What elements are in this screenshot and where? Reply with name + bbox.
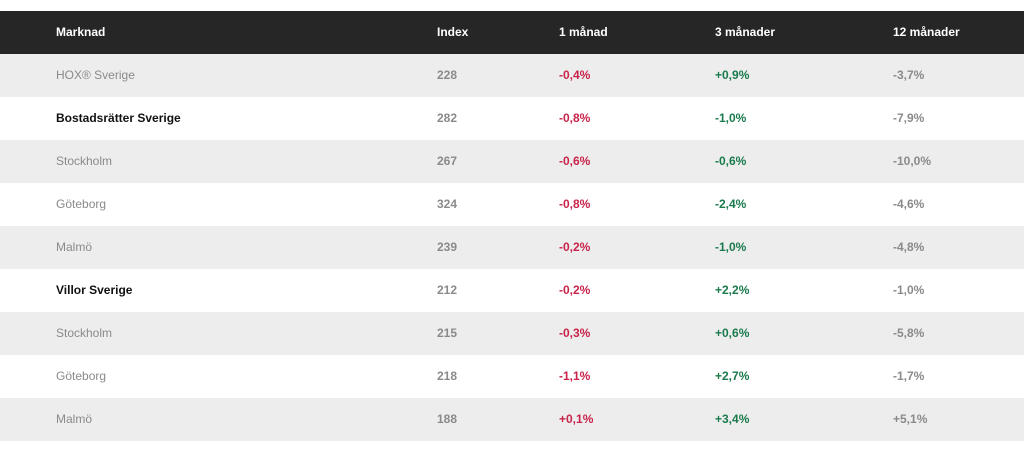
change-12-months: -7,9% [893, 111, 925, 125]
table-row: Villor Sverige 212 -0,2% +2,2% -1,0% [0, 269, 1024, 312]
table-header-row: Marknad Index 1 månad 3 månader 12 månad… [0, 11, 1024, 54]
index-value: 324 [437, 197, 458, 211]
index-value: 215 [437, 326, 458, 340]
table-row: Stockholm 215 -0,3% +0,6% -5,8% [0, 312, 1024, 355]
column-header-1-month: 1 månad [559, 25, 608, 39]
change-3-months: -2,4% [715, 197, 747, 211]
change-12-months: -3,7% [893, 68, 925, 82]
table-row: Malmö 239 -0,2% -1,0% -4,8% [0, 226, 1024, 269]
index-value: 228 [437, 68, 458, 82]
market-name: Villor Sverige [56, 283, 133, 297]
change-12-months: +5,1% [893, 412, 928, 426]
index-value: 212 [437, 283, 458, 297]
table-row: Göteborg 324 -0,8% -2,4% -4,6% [0, 183, 1024, 226]
change-3-months: +2,2% [715, 283, 750, 297]
table-row: HOX® Sverige 228 -0,4% +0,9% -3,7% [0, 54, 1024, 97]
change-1-month: -0,8% [559, 111, 591, 125]
change-3-months: -1,0% [715, 240, 747, 254]
change-3-months: +2,7% [715, 369, 750, 383]
index-value: 267 [437, 154, 458, 168]
change-3-months: -0,6% [715, 154, 747, 168]
column-header-12-months: 12 månader [893, 25, 960, 39]
change-12-months: -5,8% [893, 326, 925, 340]
market-name: Göteborg [56, 197, 107, 211]
market-name: Stockholm [56, 326, 113, 340]
column-header-market: Marknad [56, 25, 106, 39]
column-header-3-months: 3 månader [715, 25, 776, 39]
change-1-month: +0,1% [559, 412, 594, 426]
index-value: 282 [437, 111, 458, 125]
column-header-index: Index [437, 25, 469, 39]
market-name: Malmö [56, 412, 93, 426]
table-row: Göteborg 218 -1,1% +2,7% -1,7% [0, 355, 1024, 398]
change-3-months: +0,9% [715, 68, 750, 82]
index-value: 218 [437, 369, 458, 383]
market-name: HOX® Sverige [56, 68, 135, 82]
table-row: Stockholm 267 -0,6% -0,6% -10,0% [0, 140, 1024, 183]
change-1-month: -0,8% [559, 197, 591, 211]
change-1-month: -0,2% [559, 283, 591, 297]
change-12-months: -1,7% [893, 369, 925, 383]
change-1-month: -0,3% [559, 326, 591, 340]
change-3-months: -1,0% [715, 111, 747, 125]
index-value: 188 [437, 412, 458, 426]
table-row: Malmö 188 +0,1% +3,4% +5,1% [0, 398, 1024, 441]
market-name: Göteborg [56, 369, 107, 383]
market-name: Stockholm [56, 154, 113, 168]
market-name: Malmö [56, 240, 93, 254]
table-row: Bostadsrätter Sverige 282 -0,8% -1,0% -7… [0, 97, 1024, 140]
change-1-month: -0,4% [559, 68, 591, 82]
change-1-month: -1,1% [559, 369, 591, 383]
change-12-months: -4,6% [893, 197, 925, 211]
change-3-months: +3,4% [715, 412, 750, 426]
market-name: Bostadsrätter Sverige [56, 111, 181, 125]
change-3-months: +0,6% [715, 326, 750, 340]
change-1-month: -0,6% [559, 154, 591, 168]
change-12-months: -1,0% [893, 283, 925, 297]
change-12-months: -4,8% [893, 240, 925, 254]
change-12-months: -10,0% [893, 154, 932, 168]
index-value: 239 [437, 240, 458, 254]
housing-price-index-table: Marknad Index 1 månad 3 månader 12 månad… [0, 11, 1024, 441]
change-1-month: -0,2% [559, 240, 591, 254]
